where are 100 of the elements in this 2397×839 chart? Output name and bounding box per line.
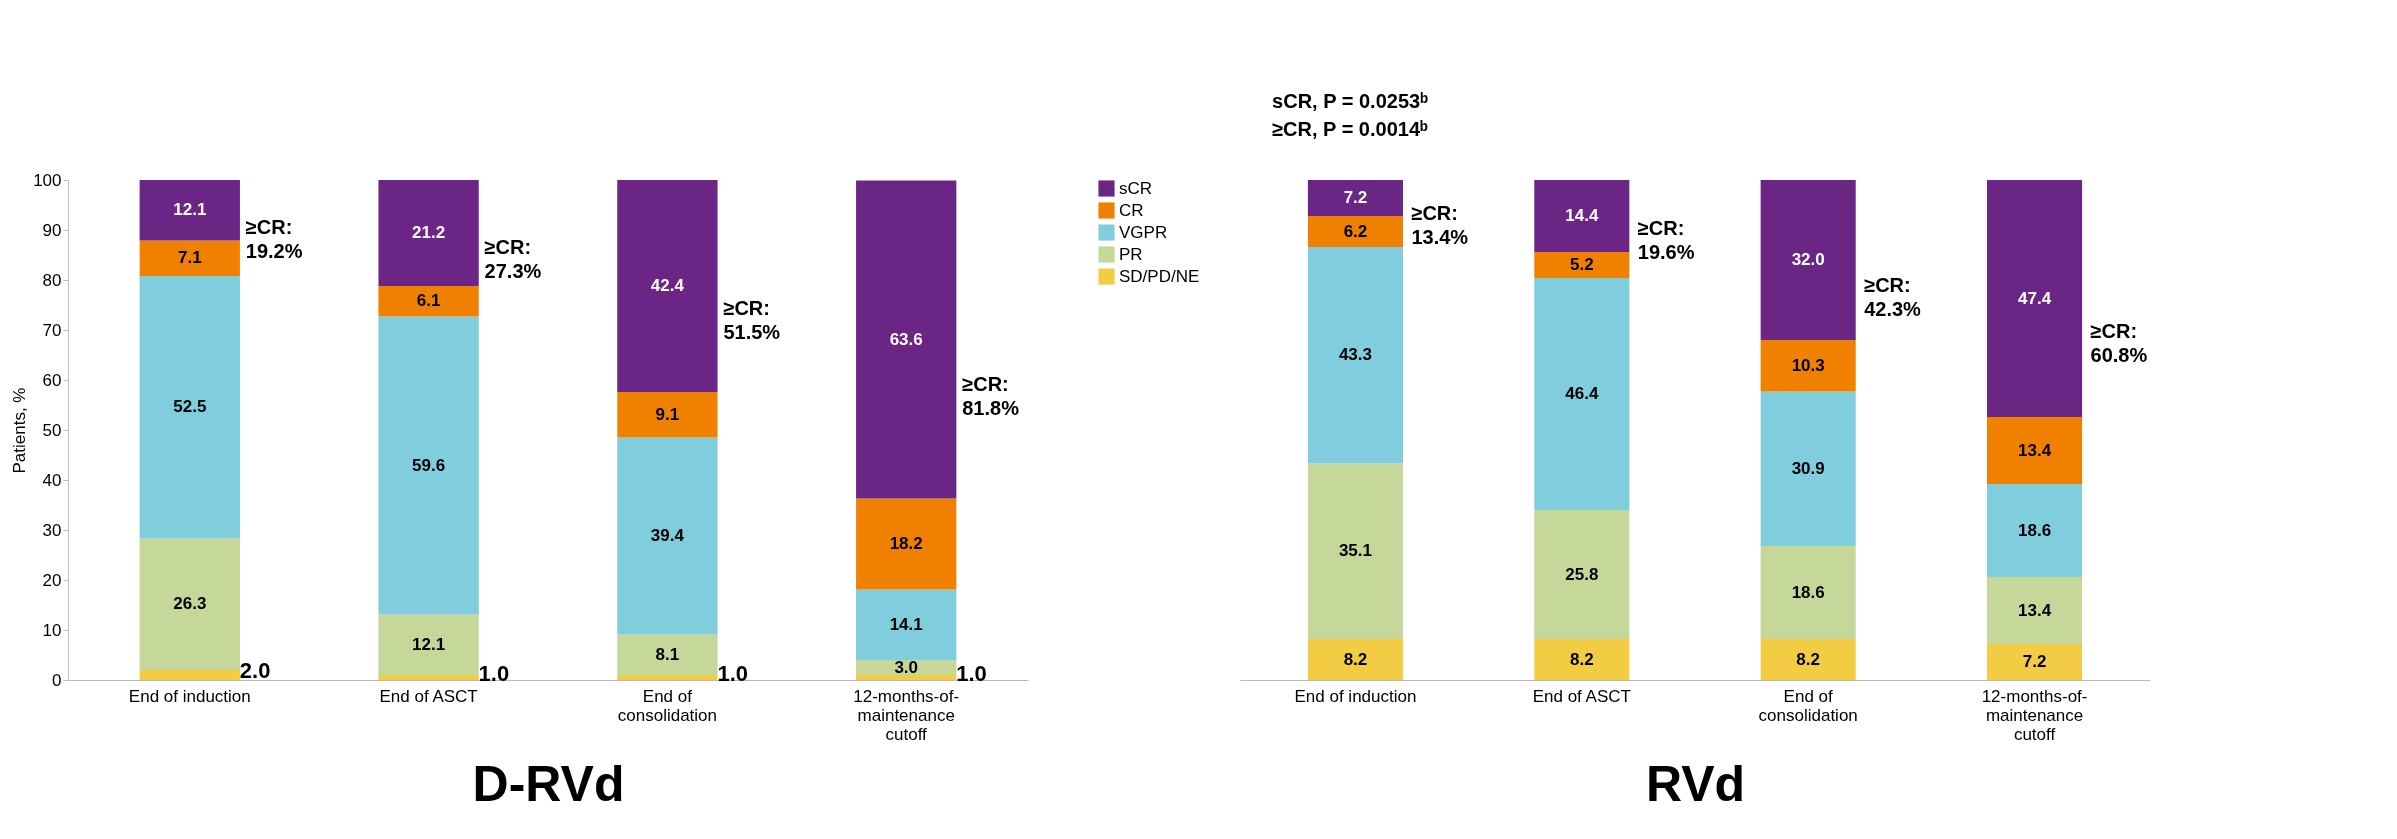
annotation: ≥CR: 81.8%	[962, 373, 1020, 419]
data-label: 59.6	[412, 455, 446, 475]
bar	[1987, 484, 2083, 577]
data-label: 7.2	[1343, 188, 1368, 207]
y-tick-label: 70	[42, 320, 62, 340]
bar	[1307, 247, 1403, 464]
data-label: 9.1	[655, 404, 680, 424]
x-tick-label: End of consolidation	[617, 686, 718, 725]
y-axis-title: Patients, %	[10, 387, 30, 474]
data-label: 6.2	[1343, 221, 1368, 241]
x-tick-label: End of ASCT	[379, 686, 478, 706]
data-label: 1.0	[478, 660, 510, 686]
bar	[378, 614, 479, 675]
data-label: 39.4	[650, 526, 685, 545]
data-label: 13.4	[2018, 600, 2052, 620]
bar	[617, 180, 718, 392]
bar	[1534, 278, 1630, 510]
bar	[378, 675, 479, 680]
data-label: 35.1	[1338, 541, 1372, 561]
bar	[378, 180, 479, 286]
data-label: 26.3	[173, 594, 207, 614]
bar	[378, 316, 479, 615]
legend-label: PR	[1119, 244, 1143, 264]
y-tick-label: 50	[42, 420, 62, 440]
data-label: 18.6	[2018, 520, 2052, 540]
data-label: 12.1	[173, 200, 207, 220]
bar	[856, 675, 957, 680]
y-tick-label: 0	[52, 670, 62, 690]
y-tick-label: 10	[42, 620, 62, 640]
data-label: 32.0	[1791, 250, 1825, 269]
bar	[1987, 180, 2083, 417]
data-label: 46.4	[1565, 384, 1599, 403]
bar	[856, 180, 957, 499]
bar	[139, 276, 240, 539]
data-label: 1.0	[717, 660, 748, 686]
bar	[1534, 639, 1630, 680]
data-label: 10.3	[1791, 355, 1825, 375]
bar	[1534, 252, 1630, 278]
annotation: ≥CR: 51.5%	[723, 296, 781, 343]
legend-label: VGPR	[1119, 222, 1168, 242]
bar	[617, 392, 718, 438]
bar	[1987, 644, 2083, 680]
legend-label: sCR	[1119, 178, 1153, 198]
x-axis-title: RVd	[1645, 755, 1746, 812]
annotation: ≥CR: 27.3%	[484, 236, 542, 283]
bar	[139, 240, 240, 276]
bar	[617, 675, 718, 680]
bar	[1307, 180, 1403, 216]
bar	[1760, 639, 1856, 680]
annotation: ≥CR: 42.3%	[1864, 273, 1922, 320]
data-label: 8.2	[1570, 649, 1594, 669]
x-tick-label: End of induction	[128, 686, 251, 706]
data-label: 21.2	[412, 223, 446, 242]
data-label: 43.3	[1338, 345, 1372, 365]
bar	[1760, 180, 1856, 340]
bar	[139, 538, 240, 670]
annotation: ≥CR: 19.6%	[1637, 217, 1695, 263]
bar	[1760, 340, 1856, 392]
bar	[1987, 417, 2083, 484]
data-label: 18.6	[1791, 582, 1825, 602]
bar	[856, 498, 957, 590]
x-tick-label: End of consolidation	[1758, 686, 1858, 725]
y-tick-label: 30	[42, 520, 62, 540]
data-label: 14.4	[1565, 206, 1599, 225]
x-tick-label: End of ASCT	[1532, 686, 1631, 706]
y-tick-label: 80	[42, 270, 62, 290]
x-tick-label: 12-months-of-maintenance cutoff	[853, 686, 960, 744]
legend-label: CR	[1119, 200, 1144, 220]
y-tick-label: 100	[33, 170, 62, 190]
data-label: 30.9	[1791, 458, 1825, 478]
bar	[1307, 463, 1403, 639]
annotation: ≥CR: 60.8%	[2090, 320, 2148, 366]
bar	[856, 589, 957, 660]
x-tick-label: End of induction	[1294, 686, 1417, 706]
annotation: ≥CR: 13.4%	[1411, 201, 1469, 248]
data-label: 7.2	[2022, 652, 2047, 671]
bar	[1760, 546, 1856, 639]
data-label: 8.1	[655, 644, 680, 664]
data-label: 3.0	[894, 657, 919, 677]
bar	[617, 437, 718, 635]
text: ≥CR, P = 0.0014ᵇ	[1272, 118, 1429, 140]
data-label: 13.4	[2018, 440, 2052, 460]
data-label: 47.4	[2018, 288, 2052, 308]
y-tick-label: 60	[42, 370, 62, 390]
bar	[378, 286, 479, 317]
data-label: 6.1	[416, 291, 441, 311]
bar	[139, 670, 240, 680]
data-label: 8.2	[1796, 649, 1820, 669]
data-label: 52.5	[173, 397, 207, 417]
bar	[1534, 180, 1630, 252]
data-label: 8.2	[1343, 649, 1368, 669]
data-label: 5.2	[1570, 255, 1594, 274]
data-label: 25.8	[1565, 564, 1599, 584]
x-tick-label: 12-months-of-maintenance cutoff	[1981, 686, 2088, 744]
bar	[1307, 216, 1403, 247]
data-label: 18.2	[889, 534, 923, 553]
y-tick-label: 40	[42, 470, 62, 490]
text: sCR, P = 0.0253ᵇ	[1272, 90, 1429, 112]
data-label: 1.0	[956, 660, 987, 686]
data-label: 42.4	[650, 276, 685, 295]
